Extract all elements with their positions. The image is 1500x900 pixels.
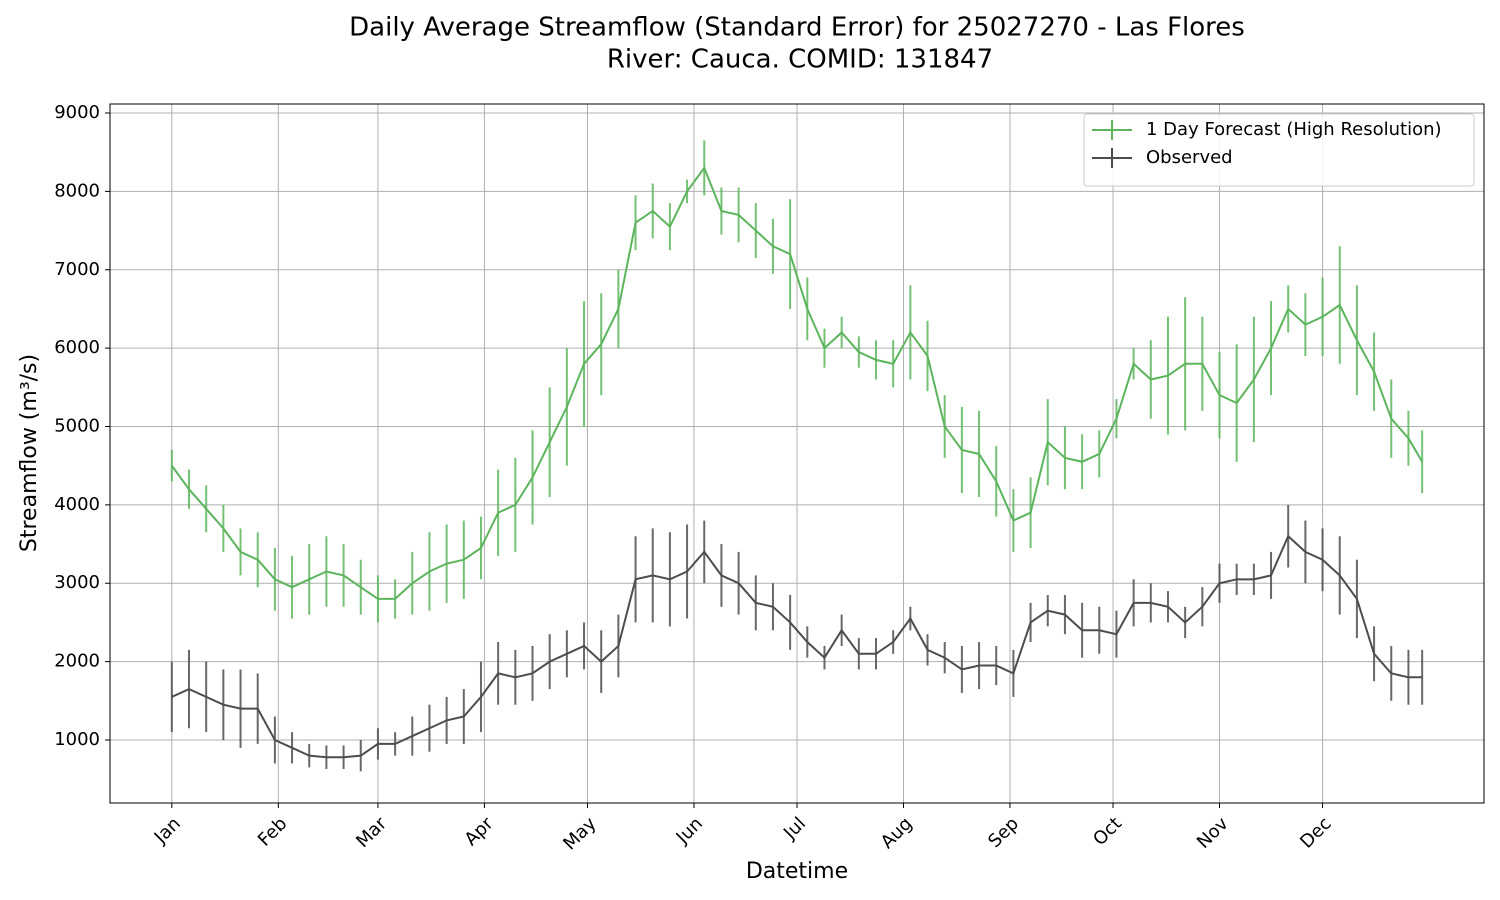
y-tick-label: 2000: [54, 651, 100, 672]
y-tick-label: 1000: [54, 729, 100, 750]
series-line: [171, 534, 1423, 759]
x-tick-label: Jan: [150, 813, 185, 848]
x-tick-label: Apr: [461, 813, 498, 850]
y-tick-label: 7000: [54, 259, 100, 280]
y-tick-label: 4000: [54, 494, 100, 515]
chart-subtitle: River: Cauca. COMID: 131847: [607, 45, 993, 75]
x-tick-label: Feb: [254, 813, 291, 850]
series-line: [171, 165, 1424, 600]
y-tick-label: 3000: [54, 572, 100, 593]
legend-box: [1083, 113, 1475, 187]
x-tick-label: Jun: [672, 813, 707, 848]
x-tick-label: Jul: [779, 813, 810, 844]
x-tick-label: Sep: [984, 813, 1023, 852]
legend-label: 1 Day Forecast (High Resolution): [1146, 119, 1442, 140]
x-tick-label: Dec: [1296, 813, 1335, 852]
legend-label: Observed: [1146, 147, 1233, 168]
y-tick-label: 5000: [54, 416, 100, 437]
x-tick-label: Mar: [352, 813, 391, 852]
legend: 1 Day Forecast (High Resolution) Observed: [1083, 113, 1475, 187]
x-axis-label: Datetime: [746, 859, 848, 884]
y-tick-label: 8000: [54, 180, 100, 201]
x-tick-label: Aug: [877, 813, 917, 853]
x-tick-label: May: [559, 813, 600, 854]
y-tick-label: 6000: [54, 337, 100, 358]
chart-title: Daily Average Streamflow (Standard Error…: [349, 13, 1245, 43]
x-tick-label: Oct: [1089, 813, 1126, 850]
y-tick-label: 9000: [54, 102, 100, 123]
grid: 1000 2000 3000 4000 5000 6000 7000 8000 9000 Jan F…: [54, 102, 1484, 854]
axes-frame: [109, 103, 1485, 804]
y-axis-label: Streamflow (m³/s): [17, 354, 42, 552]
x-tick-label: Nov: [1193, 813, 1233, 853]
plot-area: [170, 140, 1424, 772]
